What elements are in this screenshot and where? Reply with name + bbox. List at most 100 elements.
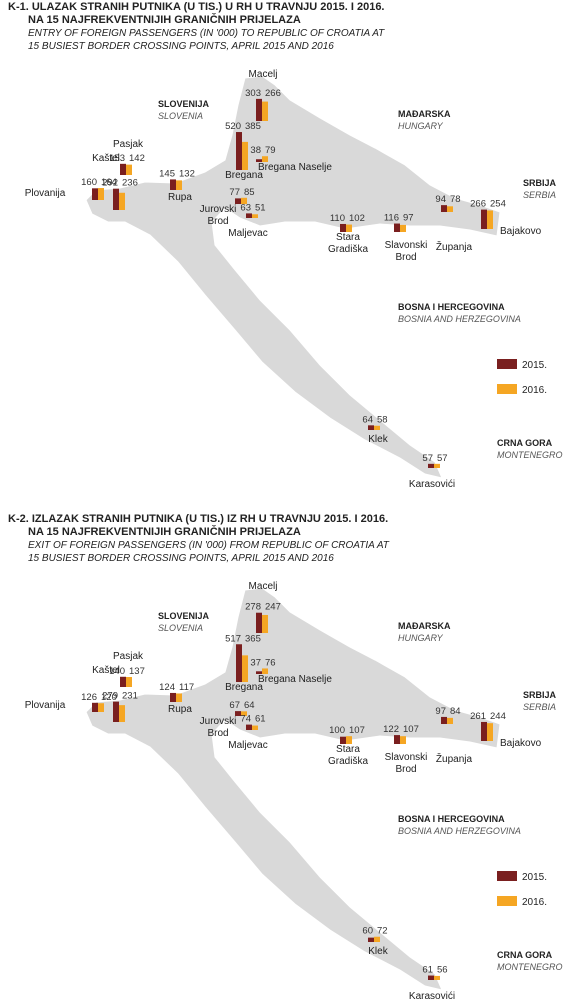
point-name: Stara <box>336 744 360 755</box>
value-label: 517 <box>225 633 241 644</box>
legend-swatch <box>497 871 517 881</box>
point-name: Jurovski <box>200 204 237 215</box>
bar <box>428 975 434 980</box>
country-name: SRBIJA <box>523 690 557 700</box>
bar <box>441 205 447 212</box>
country-name: MAĐARSKA <box>398 621 451 631</box>
bar <box>394 223 400 232</box>
bar <box>242 655 248 682</box>
country-name-en: SLOVENIA <box>158 111 203 121</box>
legend-label: 2015. <box>522 872 547 883</box>
map-subtitle: EXIT OF FOREIGN PASSENGERS (IN '000) FRO… <box>28 540 390 551</box>
bar <box>236 132 242 170</box>
map-title: NA 15 NAJFREKVENTNIJIH GRANIČNIH PRIJELA… <box>28 13 301 26</box>
bar <box>235 711 241 716</box>
point-name: Maljevac <box>228 740 267 751</box>
value-label: 107 <box>403 724 419 735</box>
point-name: Plovanija <box>25 700 66 711</box>
bar <box>98 188 104 200</box>
value-label: 261 <box>470 711 486 722</box>
country-name: CRNA GORA <box>497 438 553 448</box>
bar <box>236 644 242 682</box>
bar <box>428 463 434 468</box>
value-label: 58 <box>377 414 388 425</box>
point-name: Klek <box>368 434 388 445</box>
value-label: 102 <box>349 213 365 224</box>
value-label: 160 <box>81 177 97 188</box>
country-name-en: MONTENEGRO <box>497 962 563 972</box>
bar <box>246 724 252 730</box>
value-label: 231 <box>122 691 138 702</box>
bar <box>487 723 493 741</box>
value-label: 100 <box>329 725 345 736</box>
country-name-en: BOSNIA AND HERZEGOVINA <box>398 314 521 324</box>
croatia-shape <box>85 75 501 479</box>
map-subtitle: ENTRY OF FOREIGN PASSENGERS (IN '000) TO… <box>28 28 385 39</box>
value-label: 56 <box>437 965 448 976</box>
value-label: 292 <box>102 178 118 189</box>
bar <box>340 736 346 744</box>
point-name: Bregana <box>225 682 263 693</box>
value-label: 303 <box>245 88 261 99</box>
bar <box>126 164 132 175</box>
map-title: K-1. ULAZAK STRANIH PUTNIKA (U TIS.) U R… <box>8 1 385 13</box>
bar <box>113 701 119 722</box>
value-label: 74 <box>240 714 251 725</box>
country-name: CRNA GORA <box>497 950 553 960</box>
bar <box>98 703 104 712</box>
value-label: 247 <box>265 602 281 613</box>
country-name: MAĐARSKA <box>398 109 451 119</box>
point-name: Bregana Naselje <box>258 162 332 173</box>
point-name: Pasjak <box>113 651 144 662</box>
point-name: Rupa <box>168 704 192 715</box>
bar <box>176 693 182 702</box>
value-label: 279 <box>102 691 118 702</box>
bar <box>400 224 406 232</box>
value-label: 120 <box>101 692 117 703</box>
point-name: Pasjak <box>113 139 144 150</box>
point-name: Plovanija <box>25 188 66 199</box>
bar <box>120 163 126 175</box>
bar <box>262 614 268 633</box>
map-title: K-2. IZLAZAK STRANIH PUTNIKA (U TIS.) IZ… <box>8 513 388 525</box>
bar <box>256 159 262 162</box>
value-label: 38 <box>250 145 261 156</box>
point-name: Bregana <box>225 170 263 181</box>
country-name-en: SERBIA <box>523 702 556 712</box>
point-name: Stara <box>336 232 360 243</box>
value-label: 145 <box>159 168 175 179</box>
value-label: 117 <box>179 682 194 693</box>
country-name-en: HUNGARY <box>398 633 444 643</box>
bar <box>487 210 493 229</box>
value-label: 107 <box>349 725 365 736</box>
bar <box>441 716 447 724</box>
country-name: SLOVENIJA <box>158 611 210 621</box>
value-label: 85 <box>244 187 255 198</box>
value-label: 84 <box>450 706 461 717</box>
point-name: Županja <box>436 752 473 765</box>
bar <box>246 213 252 218</box>
bar <box>170 179 176 190</box>
value-label: 64 <box>244 700 255 711</box>
value-label: 94 <box>435 194 446 205</box>
bar <box>434 975 440 980</box>
bar <box>340 223 346 232</box>
bar <box>400 736 406 744</box>
bar <box>119 705 125 722</box>
country-name-en: BOSNIA AND HERZEGOVINA <box>398 826 521 836</box>
legend-label: 2015. <box>522 360 547 371</box>
point-name: Brod <box>207 728 228 739</box>
bar <box>262 156 268 162</box>
value-label: 266 <box>470 199 486 210</box>
bar <box>368 937 374 942</box>
bar <box>170 692 176 702</box>
value-label: 137 <box>129 666 145 677</box>
value-label: 142 <box>129 153 145 164</box>
bar <box>242 141 248 170</box>
point-name: Macelj <box>249 581 278 592</box>
point-name: Brod <box>207 216 228 227</box>
bar <box>235 198 241 204</box>
legend-swatch <box>497 384 517 394</box>
point-name: Karasovići <box>409 479 455 490</box>
bar <box>481 209 487 229</box>
